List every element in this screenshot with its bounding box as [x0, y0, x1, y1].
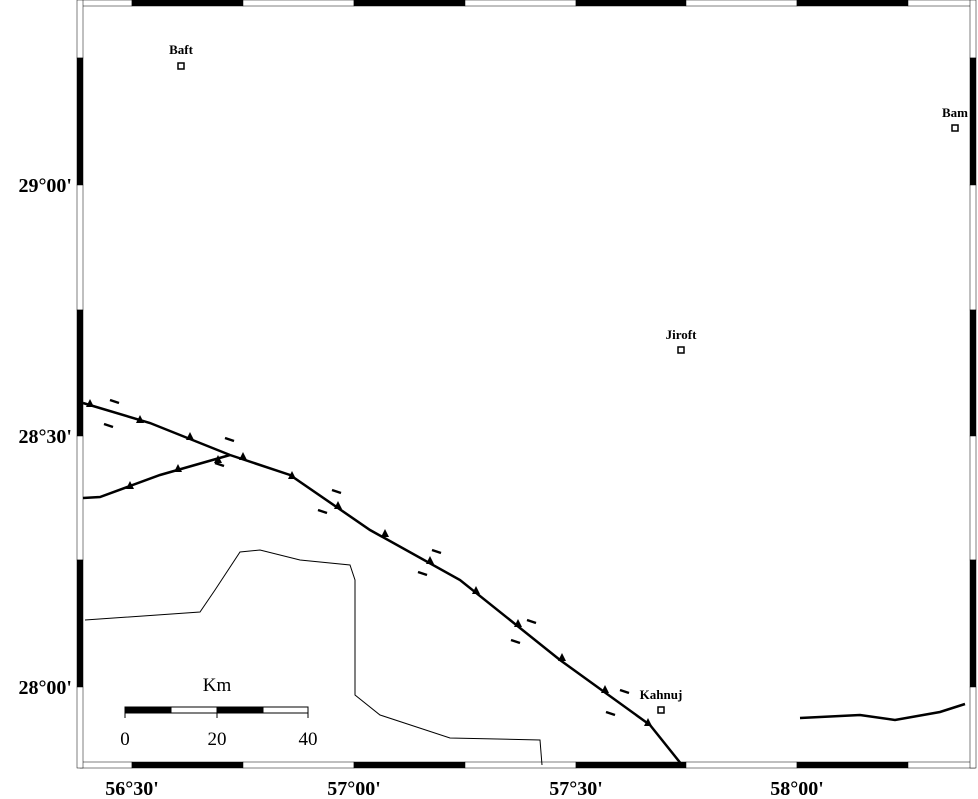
fault-tooth — [472, 586, 480, 594]
frame-segment — [76, 686, 84, 769]
strike-slip-arrow — [317, 508, 328, 515]
frame-segment — [907, 0, 976, 7]
frame-segment — [969, 184, 977, 311]
frame-segment — [353, 0, 466, 7]
fault-tooth — [126, 481, 134, 489]
fault-tooth — [644, 718, 652, 726]
strike-slip-arrow — [331, 488, 342, 495]
strike-slip-arrow — [510, 638, 521, 645]
lat-tick-label: 28°00' — [18, 677, 72, 699]
frame-segment — [353, 761, 466, 769]
frame-segment — [685, 0, 798, 7]
frame-segment — [969, 686, 977, 769]
frame-segment — [76, 559, 84, 688]
fault-teeth — [86, 398, 652, 726]
fault-tooth — [214, 455, 222, 463]
frame-segment — [464, 0, 577, 7]
fault-tooth — [186, 432, 194, 440]
fault-line — [799, 702, 966, 722]
fault-tooth — [136, 415, 144, 423]
city-marker — [951, 124, 959, 132]
features — [82, 398, 966, 765]
frame-segment — [79, 761, 133, 769]
strike-slip-arrow — [605, 710, 616, 717]
frame-segment — [76, 0, 84, 59]
frame-segment — [76, 309, 84, 437]
strike-slip-arrow — [619, 688, 630, 695]
fault-tooth — [239, 452, 247, 460]
frame-segment — [76, 435, 84, 561]
fault-tooth — [86, 399, 94, 407]
strike-slip-arrow — [214, 461, 225, 468]
scale-label: 20 — [208, 729, 227, 750]
frame-segment — [907, 761, 976, 769]
frame-segment — [969, 435, 977, 561]
frame-segment — [76, 57, 84, 186]
frame-segment — [575, 761, 687, 769]
scale-label: 40 — [299, 729, 318, 750]
labels: Baft Bam Jiroft Kahnuj 29°00' 28°30' 28°… — [18, 42, 968, 799]
fault-tooth — [381, 529, 389, 537]
strike-slip-arrow — [103, 422, 114, 429]
lon-tick-label: 56°30' — [105, 778, 159, 799]
city-label: Baft — [169, 42, 194, 57]
fault-tooth — [288, 471, 296, 479]
city-marker — [657, 706, 665, 714]
city-label: Bam — [942, 105, 968, 120]
fault-tooth — [426, 556, 434, 564]
scale-segment — [262, 706, 309, 714]
scale-label: 0 — [120, 729, 130, 750]
frame-segment — [685, 761, 798, 769]
boundary-line — [84, 549, 543, 765]
frame-segment — [131, 761, 244, 769]
frame-segment — [969, 309, 977, 437]
frame-segment — [242, 761, 355, 769]
frame-segment — [796, 761, 909, 769]
frame-segment — [242, 0, 355, 7]
frame-segment — [79, 0, 133, 7]
fault-tooth — [334, 501, 342, 509]
lon-tick-label: 58°00' — [770, 778, 824, 799]
frame-segment — [76, 184, 84, 311]
frame-segment — [575, 0, 687, 7]
fault-tooth — [601, 685, 609, 693]
frame — [76, 0, 977, 769]
lon-tick-label: 57°30' — [549, 778, 603, 799]
lat-tick-label: 29°00' — [18, 175, 72, 197]
frame-segment — [969, 559, 977, 688]
strike-slip-arrow — [417, 570, 428, 577]
frame-segment — [796, 0, 909, 7]
scale-segment — [170, 706, 218, 714]
fault-tooth — [514, 619, 522, 627]
frame-segment — [131, 0, 244, 7]
city-marker — [677, 346, 685, 354]
strike-slip-arrow — [431, 548, 442, 555]
strike-slip-arrow — [526, 618, 537, 625]
lat-tick-label: 28°30' — [18, 426, 72, 448]
scale-segment — [124, 706, 172, 714]
frame-segment — [464, 761, 577, 769]
scale-unit: Km — [203, 675, 232, 696]
fault-tooth — [174, 464, 182, 472]
frame-segment — [969, 57, 977, 186]
strike-slip-arrow — [224, 436, 235, 443]
thrust-fault — [82, 401, 683, 765]
city-label: Jiroft — [666, 327, 697, 342]
scale-segment — [216, 706, 264, 714]
map-area — [79, 2, 974, 766]
fault-tooth — [558, 653, 566, 661]
strike-slip-arrow — [109, 398, 120, 405]
city-label: Kahnuj — [640, 687, 683, 702]
city-marker — [177, 62, 185, 70]
lon-tick-label: 57°00' — [327, 778, 381, 799]
frame-segment — [969, 0, 977, 59]
